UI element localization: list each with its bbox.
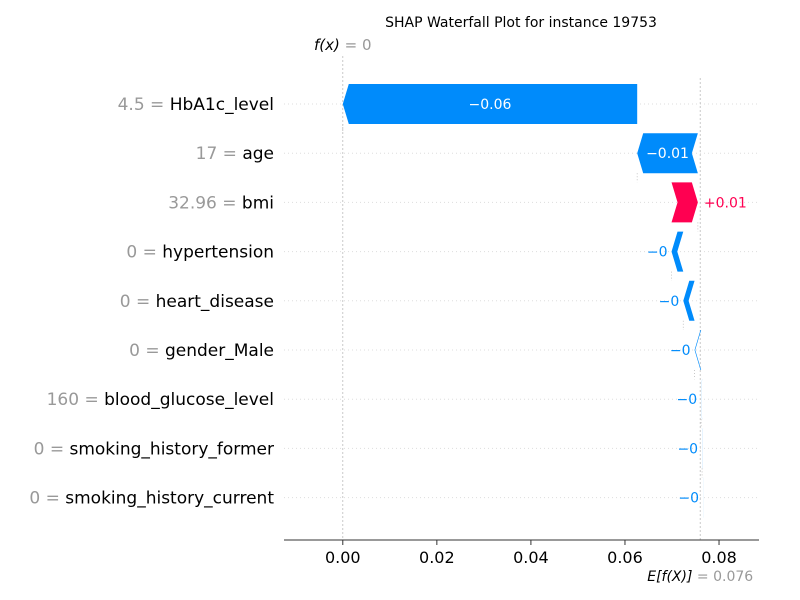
waterfall-bar-heart_disease [683, 280, 695, 321]
fx-name: f(x) [314, 36, 340, 54]
waterfall-bar-smoking_history_former [702, 428, 704, 469]
feature-label-gender_Male: 0 = gender_Male [129, 341, 274, 361]
waterfall-bar-blood_glucose_level [701, 379, 703, 420]
fx-annotation: f(x) = 0 [314, 36, 372, 54]
feature-name: smoking_history_current [65, 489, 274, 509]
feature-value: 0 = [126, 243, 162, 263]
bar-value-label: −0 [678, 491, 699, 507]
bar-value-label: −0 [677, 392, 698, 408]
x-tick-label: 0.04 [513, 548, 549, 567]
bar-value-label: −0.06 [469, 97, 512, 113]
feature-label-heart_disease: 0 = heart_disease [120, 292, 274, 312]
feature-value: 0 = [120, 292, 156, 312]
base-value-number: = 0.076 [692, 569, 753, 585]
feature-label-smoking_history_former: 0 = smoking_history_former [34, 439, 274, 459]
feature-name: HbA1c_level [170, 95, 274, 115]
feature-value: 32.96 = [168, 193, 242, 213]
bar-value-label: −0 [659, 294, 680, 310]
feature-name: blood_glucose_level [104, 390, 274, 410]
feature-label-bmi: 32.96 = bmi [168, 193, 274, 213]
chart-title: SHAP Waterfall Plot for instance 19753 [385, 15, 657, 31]
feature-label-HbA1c_level: 4.5 = HbA1c_level [118, 95, 274, 115]
reference-lines [342, 56, 703, 540]
waterfall-bar-bmi [671, 182, 698, 223]
waterfall-bar-age [637, 133, 698, 174]
x-axis: 0.00 0.02 0.04 0.06 0.08 [284, 539, 759, 567]
bars: −0.06 −0.01 +0.01 −0 −0 −0 −0 −0 −0 [342, 84, 747, 518]
feature-name: smoking_history_former [69, 439, 274, 459]
feature-label-smoking_history_current: 0 = smoking_history_current [29, 489, 274, 509]
base-value-label: E[f(X)] = 0.076 [647, 569, 753, 585]
feature-value: 0 = [129, 341, 165, 361]
feature-label-hypertension: 0 = hypertension [126, 243, 274, 263]
feature-value: 4.5 = [118, 95, 170, 115]
waterfall-bar-HbA1c_level [342, 84, 638, 124]
feature-value: 0 = [29, 489, 65, 509]
x-tick-label: 0.00 [325, 548, 361, 567]
feature-name: heart_disease [156, 292, 274, 312]
fx-value: = 0 [340, 36, 372, 54]
base-value-name: E[f(X)] [647, 569, 692, 585]
base-value-annotation: E[f(X)] = 0.076 [647, 569, 753, 585]
feature-label-blood_glucose_level: 160 = blood_glucose_level [47, 390, 274, 410]
feature-value: 17 = [196, 144, 243, 164]
feature-value: 160 = [47, 390, 105, 410]
feature-label-age: 17 = age [196, 144, 274, 164]
feature-name: gender_Male [165, 341, 274, 361]
bar-value-label: −0 [677, 441, 698, 457]
x-tick-label: 0.08 [701, 548, 737, 567]
waterfall-bar-hypertension [671, 231, 684, 272]
x-tick-label: 0.06 [607, 548, 643, 567]
bar-value-label: −0 [647, 245, 668, 261]
bar-value-label: −0.01 [646, 146, 689, 162]
fx-label: f(x) = 0 [314, 36, 372, 54]
feature-labels: 4.5 = HbA1c_level 17 = age 32.96 = bmi 0 = … [29, 95, 274, 509]
feature-name: bmi [242, 193, 274, 213]
bar-value-label: +0.01 [704, 195, 747, 211]
feature-name: hypertension [162, 243, 274, 263]
feature-value: 0 = [34, 439, 70, 459]
feature-name: age [242, 144, 274, 164]
bar-value-label: −0 [670, 343, 691, 359]
x-tick-label: 0.02 [419, 548, 455, 567]
